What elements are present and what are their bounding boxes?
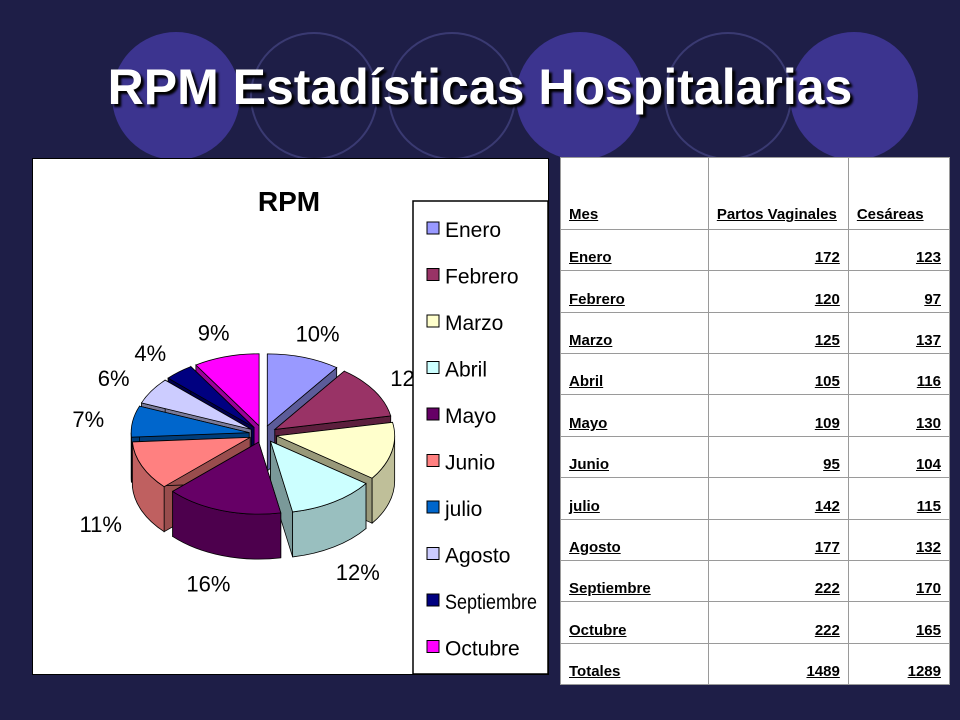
- pie-data-label: 12%: [336, 560, 380, 585]
- column-header-partos-vaginales: Partos Vaginales: [707, 157, 849, 230]
- table-row: Junio 95 104: [560, 435, 951, 479]
- column-header-mes: Mes: [560, 157, 709, 230]
- pie-slice: [269, 440, 367, 558]
- cell-month: Marzo: [560, 311, 709, 355]
- legend-label: Octubre: [445, 638, 520, 661]
- chart-title: RPM: [258, 186, 320, 217]
- table-header-row: Mes Partos Vaginales Cesáreas: [560, 157, 951, 230]
- cell-cesareas: 115: [847, 477, 951, 520]
- pie-data-label: 10%: [296, 321, 340, 346]
- cell-partos-vaginales: 109: [707, 394, 849, 437]
- cell-cesareas: 123: [847, 228, 951, 272]
- legend-swatch: [426, 407, 440, 421]
- table-row: Octubre 222 165: [560, 601, 951, 644]
- cell-cesareas: 137: [847, 311, 951, 355]
- legend-swatch: [426, 361, 440, 374]
- table-row: Enero 172 123: [560, 228, 951, 272]
- pie-slices: [130, 353, 396, 560]
- pie-data-label: 7%: [72, 407, 104, 432]
- legend-label: julio: [444, 498, 482, 521]
- legend-label: Febrero: [445, 266, 519, 289]
- cell-cesareas: 104: [847, 435, 951, 479]
- pie-data-label: 11%: [79, 512, 121, 537]
- table-row: Septiembre 222 170: [560, 559, 951, 603]
- cell-cesareas: 132: [847, 518, 951, 561]
- cell-month: Mayo: [560, 394, 709, 437]
- cell-partos-vaginales: 120: [707, 270, 849, 313]
- cell-month: Agosto: [560, 518, 709, 561]
- decor-circle: [790, 32, 918, 160]
- legend-swatch: [426, 593, 440, 607]
- decor-circle: [516, 32, 644, 160]
- cell-month: Octubre: [560, 601, 709, 644]
- data-table-panel: Mes Partos Vaginales Cesáreas Enero 172 12…: [560, 157, 951, 686]
- cell-cesareas: 165: [847, 601, 951, 644]
- cell-partos-vaginales: 105: [707, 353, 849, 396]
- cell-month: Totales: [560, 642, 709, 686]
- legend-label: Mayo: [445, 405, 496, 428]
- cell-cesareas: 170: [847, 559, 951, 603]
- table-row: Mayo 109 130: [560, 394, 951, 437]
- cell-month: Junio: [560, 435, 709, 479]
- column-header-cesareas: Cesáreas: [847, 157, 951, 230]
- pie-chart-panel: RPM 10%12%13%12%16%11%7%6%4%9% EneroFebr…: [32, 158, 549, 675]
- legend-swatch: [426, 268, 440, 281]
- legend-swatch: [426, 500, 440, 514]
- cell-cesareas: 130: [847, 394, 951, 437]
- legend-label: Junio: [445, 452, 495, 475]
- table-row: Febrero 120 97: [560, 270, 951, 313]
- legend-label: Agosto: [445, 545, 510, 568]
- cell-partos-vaginales: 222: [707, 601, 849, 644]
- legend-label: Abril: [445, 359, 487, 382]
- cell-cesareas: 1289: [847, 642, 951, 686]
- cell-partos-vaginales: 95: [707, 435, 849, 479]
- pie-slice: [171, 441, 282, 560]
- slide-title: RPM Estadísticas Hospitalarias: [107, 59, 853, 115]
- table-row: julio 142 115: [560, 477, 951, 520]
- legend-label: Enero: [445, 219, 501, 242]
- legend-swatch: [426, 547, 440, 560]
- cell-month: Septiembre: [560, 559, 709, 603]
- legend-swatch: [426, 454, 440, 467]
- decor-circle: [112, 32, 240, 160]
- cell-partos-vaginales: 177: [707, 518, 849, 561]
- table-row: Marzo 125 137: [560, 311, 951, 355]
- legend-swatch: [426, 314, 440, 328]
- cell-cesareas: 97: [847, 270, 951, 313]
- cell-partos-vaginales: 1489: [707, 642, 849, 686]
- births-table: Mes Partos Vaginales Cesáreas Enero 172 12…: [560, 157, 951, 686]
- pie-data-label: 16%: [186, 572, 230, 597]
- pie-chart: RPM 10%12%13%12%16%11%7%6%4%9% EneroFebr…: [72, 186, 548, 674]
- table-body: Enero 172 123 Febrero 120 97 Marzo 125 137 Abril 1…: [560, 228, 951, 686]
- cell-month: Febrero: [560, 270, 709, 313]
- legend-label: Septiembre: [445, 591, 537, 614]
- table-row: Abril 105 116: [560, 353, 951, 396]
- cell-partos-vaginales: 222: [707, 559, 849, 603]
- cell-partos-vaginales: 125: [707, 311, 849, 355]
- cell-partos-vaginales: 142: [707, 477, 849, 520]
- cell-month: Abril: [560, 353, 709, 396]
- cell-month: julio: [560, 477, 709, 520]
- pie-data-label: 6%: [98, 366, 130, 391]
- pie-data-label: 4%: [134, 341, 166, 366]
- legend-swatch: [426, 640, 440, 653]
- legend-label: Marzo: [445, 312, 503, 335]
- table-row: Agosto 177 132: [560, 518, 951, 561]
- cell-cesareas: 116: [847, 353, 951, 396]
- legend-swatch: [426, 221, 440, 235]
- pie-data-label: 9%: [198, 320, 230, 345]
- table-totals-row: Totales 1489 1289: [560, 642, 951, 686]
- legend: Enero Febrero Marzo Abril Mayo Junio julio Agos…: [426, 219, 537, 661]
- cell-partos-vaginales: 172: [707, 228, 849, 272]
- cell-month: Enero: [560, 228, 709, 272]
